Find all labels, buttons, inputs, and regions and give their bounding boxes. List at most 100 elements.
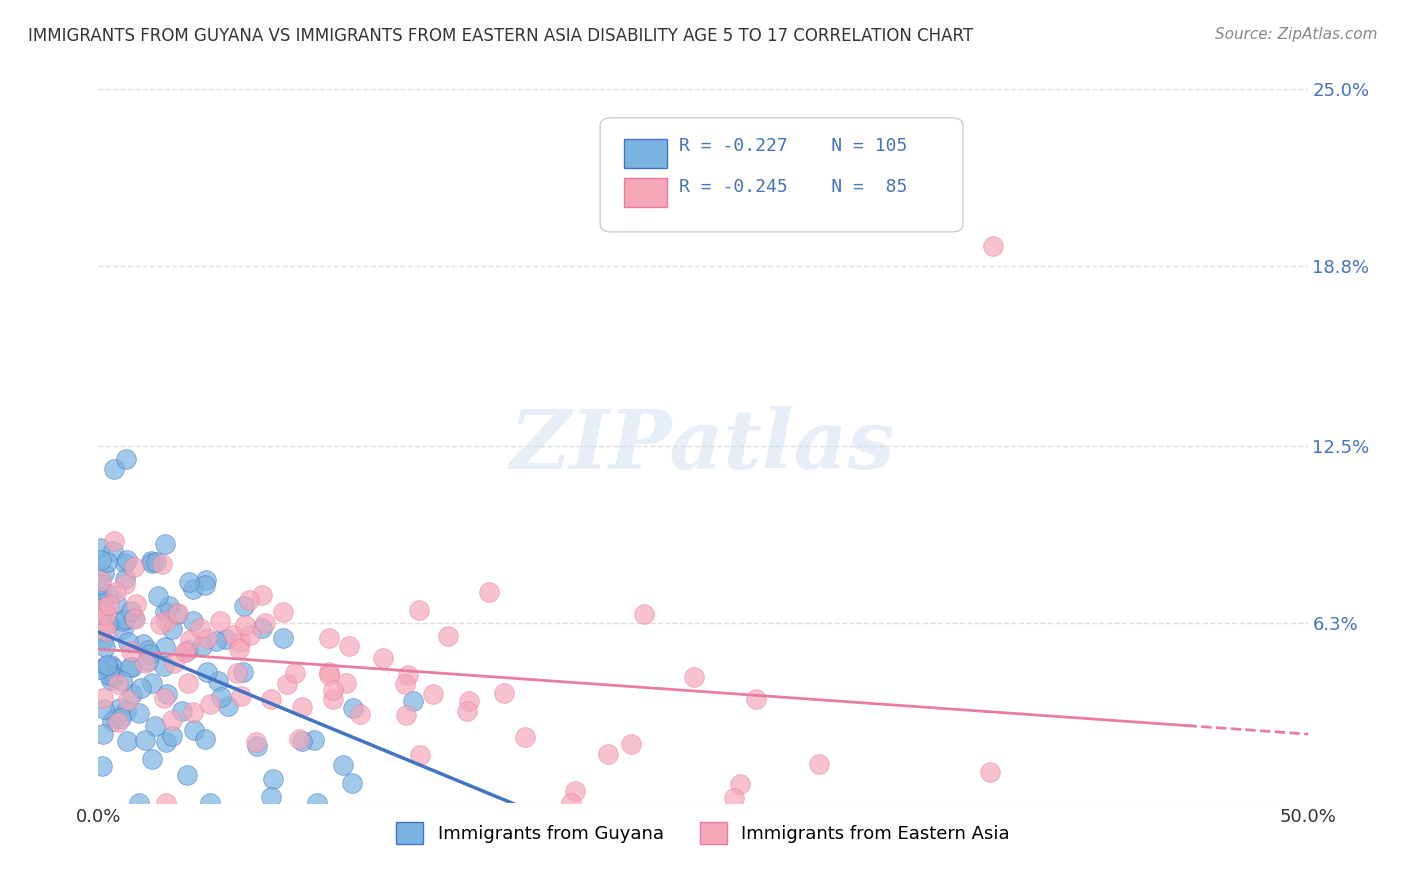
Immigrants from Eastern Asia [337, 640, 360, 654]
Immigrants from Guyana [205, 633, 228, 648]
Immigrants from Eastern Asia [745, 692, 768, 706]
Immigrants from Guyana [176, 768, 198, 782]
Immigrants from Guyana [90, 553, 112, 567]
Immigrants from Eastern Asia [228, 642, 250, 657]
Immigrants from Eastern Asia [633, 607, 655, 621]
Immigrants from Eastern Asia [222, 627, 245, 641]
Immigrants from Eastern Asia [349, 706, 371, 721]
Immigrants from Guyana [194, 573, 217, 587]
Immigrants from Guyana [139, 554, 162, 568]
Immigrants from Eastern Asia [271, 605, 294, 619]
Immigrants from Guyana [207, 673, 229, 688]
Immigrants from Eastern Asia [437, 629, 460, 643]
Immigrants from Guyana [114, 451, 136, 466]
Immigrants from Guyana [217, 699, 239, 714]
Immigrants from Guyana [121, 660, 143, 674]
Immigrants from Eastern Asia [90, 574, 112, 589]
Immigrants from Eastern Asia [394, 677, 416, 691]
Immigrants from Eastern Asia [318, 631, 340, 645]
Immigrants from Eastern Asia [94, 608, 117, 623]
Immigrants from Eastern Asia [107, 715, 129, 730]
Immigrants from Eastern Asia [155, 796, 177, 810]
Immigrants from Eastern Asia [120, 644, 142, 658]
Immigrants from Guyana [100, 657, 122, 672]
Immigrants from Guyana [94, 640, 117, 654]
Immigrants from Eastern Asia [318, 668, 340, 682]
Immigrants from Eastern Asia [195, 632, 218, 646]
Immigrants from Guyana [122, 611, 145, 625]
Immigrants from Eastern Asia [408, 603, 430, 617]
Immigrants from Eastern Asia [322, 682, 344, 697]
FancyBboxPatch shape [600, 118, 963, 232]
Immigrants from Guyana [121, 687, 143, 701]
Immigrants from Eastern Asia [134, 656, 156, 670]
Immigrants from Eastern Asia [728, 777, 751, 791]
Immigrants from Guyana [114, 572, 136, 586]
Immigrants from Guyana [87, 662, 110, 676]
Immigrants from Eastern Asia [91, 618, 114, 632]
Immigrants from Guyana [181, 615, 204, 629]
Immigrants from Guyana [91, 632, 114, 647]
Immigrants from Guyana [342, 701, 364, 715]
Immigrants from Guyana [91, 727, 114, 741]
Immigrants from Eastern Asia [124, 612, 146, 626]
Immigrants from Guyana [96, 658, 118, 673]
Immigrants from Guyana [98, 667, 121, 681]
Immigrants from Eastern Asia [231, 690, 253, 704]
Immigrants from Guyana [232, 665, 254, 680]
Immigrants from Guyana [103, 711, 125, 725]
Immigrants from Eastern Asia [94, 624, 117, 638]
Immigrants from Eastern Asia [395, 707, 418, 722]
Immigrants from Guyana [194, 732, 217, 747]
Immigrants from Guyana [273, 631, 295, 645]
Immigrants from Guyana [153, 605, 176, 619]
Immigrants from Eastern Asia [163, 656, 186, 670]
Immigrants from Guyana [166, 607, 188, 621]
Immigrants from Eastern Asia [188, 621, 211, 635]
Immigrants from Guyana [120, 604, 142, 618]
Immigrants from Guyana [97, 586, 120, 600]
Immigrants from Eastern Asia [200, 697, 222, 711]
Immigrants from Eastern Asia [160, 714, 183, 728]
Immigrants from Eastern Asia [173, 645, 195, 659]
Immigrants from Guyana [89, 541, 111, 556]
Immigrants from Eastern Asia [682, 670, 704, 684]
Immigrants from Eastern Asia [478, 584, 501, 599]
Immigrants from Guyana [112, 622, 135, 636]
Immigrants from Eastern Asia [335, 675, 357, 690]
Immigrants from Guyana [90, 584, 112, 599]
Immigrants from Eastern Asia [97, 598, 120, 612]
Immigrants from Guyana [157, 599, 180, 614]
Immigrants from Guyana [177, 575, 200, 590]
Immigrants from Eastern Asia [107, 677, 129, 691]
Legend: Immigrants from Guyana, Immigrants from Eastern Asia: Immigrants from Guyana, Immigrants from … [389, 814, 1017, 851]
Immigrants from Guyana [233, 599, 256, 614]
Immigrants from Guyana [103, 544, 125, 558]
Immigrants from Eastern Asia [152, 690, 174, 705]
Immigrants from Guyana [108, 700, 131, 714]
Immigrants from Eastern Asia [371, 651, 394, 665]
Immigrants from Eastern Asia [125, 597, 148, 611]
Immigrants from Guyana [90, 759, 112, 773]
Immigrants from Guyana [111, 673, 134, 688]
Immigrants from Eastern Asia [233, 617, 256, 632]
Immigrants from Guyana [96, 555, 118, 569]
Text: ZIPatlas: ZIPatlas [510, 406, 896, 486]
Immigrants from Guyana [156, 687, 179, 701]
Immigrants from Guyana [103, 669, 125, 683]
Immigrants from Eastern Asia [150, 557, 173, 571]
Immigrants from Eastern Asia [620, 737, 643, 751]
Immigrants from Eastern Asia [515, 730, 537, 744]
Immigrants from Eastern Asia [179, 633, 201, 648]
Immigrants from Guyana [177, 642, 200, 657]
Immigrants from Eastern Asia [288, 731, 311, 746]
Immigrants from Guyana [91, 604, 114, 618]
Immigrants from Eastern Asia [422, 687, 444, 701]
Immigrants from Guyana [94, 659, 117, 673]
Immigrants from Guyana [145, 556, 167, 570]
Immigrants from Eastern Asia [155, 615, 177, 629]
Immigrants from Eastern Asia [494, 686, 516, 700]
Immigrants from Eastern Asia [276, 676, 298, 690]
Immigrants from Eastern Asia [238, 593, 260, 607]
Immigrants from Eastern Asia [93, 601, 115, 615]
